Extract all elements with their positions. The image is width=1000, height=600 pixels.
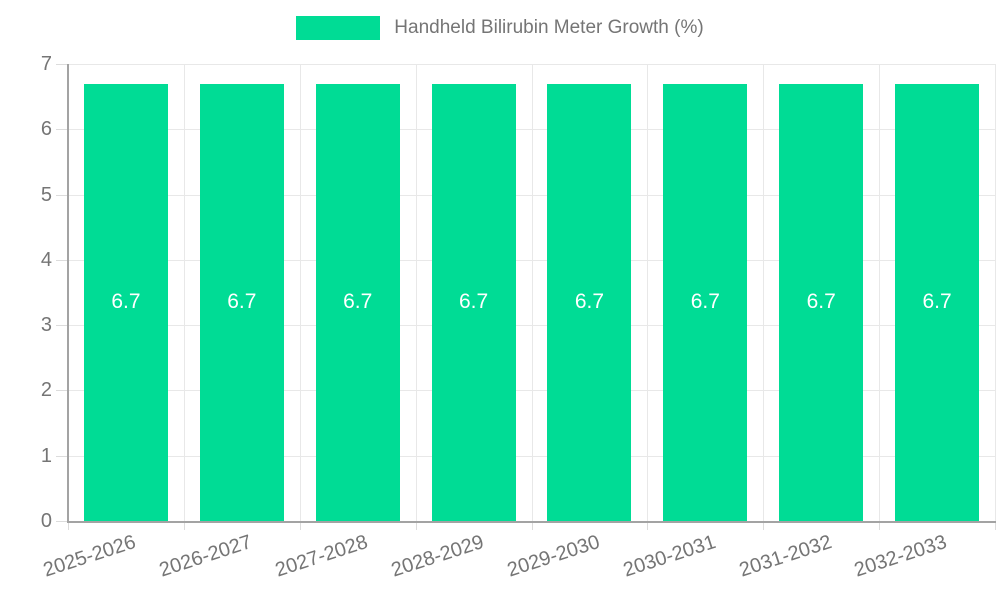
- x-category-label: 2028-2029: [388, 531, 487, 582]
- y-axis-tick-label: 7: [40, 53, 52, 75]
- y-axis-line: [67, 64, 69, 523]
- x-category-label: 2025-2026: [40, 531, 139, 582]
- bar-value-label: 6.7: [458, 290, 489, 314]
- bar: 6.7: [779, 83, 864, 521]
- y-axis-tick-label: 0: [40, 510, 52, 532]
- y-axis-tick-label: 4: [40, 248, 52, 271]
- x-axis-line: [67, 521, 996, 523]
- y-tick-mark: [56, 390, 68, 392]
- x-tick-mark: [995, 521, 996, 530]
- y-axis-tick-label: 2: [40, 379, 52, 402]
- x-tick-mark: [531, 521, 533, 530]
- gridline-vertical: [647, 64, 649, 521]
- bar: 6.7: [663, 83, 748, 521]
- x-category-label: 2029-2030: [504, 531, 603, 582]
- bar-value-label: 6.7: [574, 290, 605, 314]
- bar-value-label: 6.7: [690, 290, 720, 314]
- bar-value-label: 6.7: [111, 290, 141, 314]
- gridline-vertical: [763, 64, 765, 521]
- x-tick-mark: [763, 521, 765, 530]
- gridline-vertical: [299, 64, 301, 521]
- x-category-label: 2026-2027: [156, 531, 255, 582]
- bar-value-label: 6.7: [806, 290, 836, 314]
- x-category-label: 2030-2031: [620, 531, 719, 582]
- x-category-label: 2031-2032: [736, 531, 834, 582]
- legend-label: Handheld Bilirubin Meter Growth (%): [394, 17, 704, 38]
- gridline-vertical: [995, 64, 996, 521]
- y-axis-tick-label: 3: [40, 314, 52, 337]
- y-tick-mark: [56, 325, 68, 327]
- bar-value-label: 6.7: [227, 290, 257, 314]
- bar-value-label: 6.7: [343, 290, 373, 314]
- bar: 6.7: [547, 83, 632, 521]
- gridline-vertical: [879, 64, 881, 521]
- gridline-vertical: [415, 64, 417, 521]
- bar-value-label: 6.7: [922, 290, 952, 314]
- legend[interactable]: Handheld Bilirubin Meter Growth (%): [0, 16, 1000, 40]
- x-tick-mark: [879, 521, 881, 530]
- bar: 6.7: [431, 83, 516, 521]
- y-axis-tick-label: 6: [40, 118, 52, 141]
- legend-swatch: [296, 16, 381, 40]
- gridline-vertical: [531, 64, 533, 521]
- x-category-label: 2032-2033: [852, 531, 950, 582]
- x-category-label: 2027-2028: [272, 531, 371, 582]
- y-tick-mark: [56, 521, 68, 522]
- y-tick-mark: [56, 194, 68, 196]
- x-tick-mark: [647, 521, 649, 530]
- gridline-vertical: [183, 64, 185, 521]
- y-tick-mark: [56, 455, 68, 457]
- y-tick-mark: [56, 129, 68, 131]
- x-tick-mark: [183, 521, 185, 530]
- bar: 6.7: [199, 83, 284, 521]
- x-tick-mark: [299, 521, 301, 530]
- bar: 6.7: [83, 83, 168, 521]
- x-tick-mark: [415, 521, 417, 530]
- y-tick-mark: [56, 64, 68, 65]
- y-axis-tick-label: 1: [40, 444, 52, 467]
- x-tick-mark: [68, 521, 69, 530]
- bar: 6.7: [315, 83, 400, 521]
- y-axis-tick-label: 5: [40, 183, 52, 206]
- bar: 6.7: [895, 83, 980, 521]
- y-tick-mark: [56, 259, 68, 261]
